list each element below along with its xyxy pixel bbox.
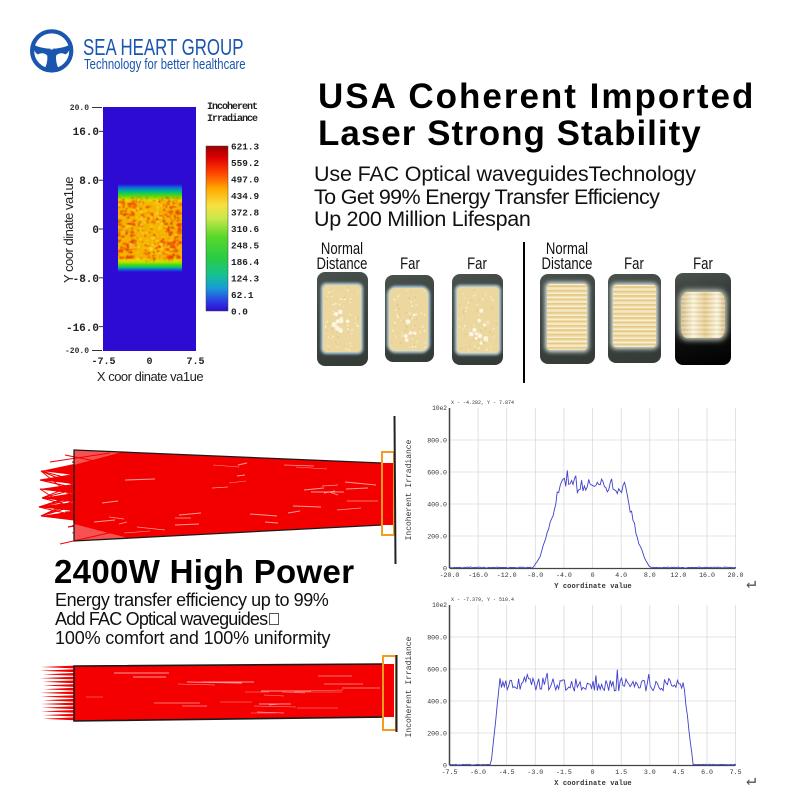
- svg-text:Incoherent Irradiance: Incoherent Irradiance: [405, 439, 414, 540]
- svg-text:200.0: 200.0: [427, 534, 447, 541]
- svg-text:X coordinate value: X coordinate value: [554, 780, 631, 788]
- svg-text:800.0: 800.0: [427, 438, 447, 445]
- svg-text:8.0: 8.0: [79, 176, 99, 188]
- svg-text:16.0: 16.0: [699, 572, 715, 579]
- svg-text:-1.5: -1.5: [556, 769, 572, 776]
- svg-text:-4.0: -4.0: [556, 572, 572, 579]
- svg-text:0: 0: [146, 357, 152, 368]
- svg-text:Irradiance: Irradiance: [207, 113, 258, 125]
- svg-text:0: 0: [443, 566, 447, 573]
- svg-text:248.5: 248.5: [231, 241, 260, 252]
- svg-text:20.0: 20.0: [70, 104, 89, 113]
- svg-text:434.9: 434.9: [231, 191, 260, 202]
- svg-text:16.0: 16.0: [73, 127, 99, 139]
- svg-text:X - -4.282, Y - 7.874: X - -4.282, Y - 7.874: [451, 400, 514, 406]
- svg-text:800.0: 800.0: [427, 635, 447, 642]
- svg-text:0: 0: [591, 572, 595, 579]
- svg-text:4.0: 4.0: [615, 572, 627, 579]
- svg-text:12.0: 12.0: [670, 572, 686, 579]
- svg-text:-7.5: -7.5: [91, 357, 115, 368]
- svg-text:7.5: 7.5: [186, 357, 204, 368]
- svg-text:Incoherent: Incoherent: [207, 101, 258, 113]
- svg-text:X - -7.379, Y - 510.4: X - -7.379, Y - 510.4: [451, 597, 514, 603]
- svg-text:600.0: 600.0: [427, 470, 447, 477]
- svg-text:559.2: 559.2: [231, 158, 260, 169]
- svg-text:-7.5: -7.5: [442, 769, 458, 776]
- svg-text:↵: ↵: [746, 575, 756, 593]
- svg-text:-6.0: -6.0: [470, 769, 486, 776]
- svg-text:7.5: 7.5: [730, 769, 742, 776]
- svg-text:0: 0: [591, 769, 595, 776]
- svg-text:0.0: 0.0: [231, 307, 248, 318]
- svg-text:-8.0: -8.0: [527, 572, 543, 579]
- svg-text:621.3: 621.3: [231, 142, 260, 153]
- svg-text:-8.0: -8.0: [73, 274, 99, 286]
- svg-text:200.0: 200.0: [427, 731, 447, 738]
- svg-text:X coor dinate va1ue: X coor dinate va1ue: [97, 369, 203, 384]
- svg-text:600.0: 600.0: [427, 667, 447, 674]
- svg-text:10e2: 10e2: [432, 602, 447, 609]
- svg-text:8.0: 8.0: [644, 572, 656, 579]
- svg-text:-12.0: -12.0: [497, 572, 517, 579]
- svg-text:4.5: 4.5: [672, 769, 684, 776]
- svg-text:Incoherent Irradiance: Incoherent Irradiance: [405, 636, 414, 737]
- svg-text:20.0: 20.0: [728, 572, 744, 579]
- svg-text:400.0: 400.0: [427, 502, 447, 509]
- svg-text:497.0: 497.0: [231, 175, 260, 186]
- svg-text:372.8: 372.8: [231, 208, 260, 219]
- svg-text:62.1: 62.1: [231, 290, 254, 301]
- svg-text:3.0: 3.0: [644, 769, 656, 776]
- svg-text:186.4: 186.4: [231, 257, 260, 268]
- svg-text:10e2: 10e2: [432, 405, 447, 412]
- svg-text:-16.0: -16.0: [66, 323, 99, 335]
- svg-text:-3.0: -3.0: [527, 769, 543, 776]
- svg-text:Y coor dinate va1ue: Y coor dinate va1ue: [61, 177, 76, 283]
- svg-text:-4.5: -4.5: [499, 769, 515, 776]
- svg-text:-20.0: -20.0: [65, 347, 89, 356]
- svg-text:0: 0: [443, 763, 447, 770]
- svg-text:310.6: 310.6: [231, 224, 260, 235]
- svg-text:6.0: 6.0: [701, 769, 713, 776]
- svg-text:-16.0: -16.0: [468, 572, 488, 579]
- svg-text:-20.0: -20.0: [440, 572, 460, 579]
- svg-text:1.5: 1.5: [615, 769, 627, 776]
- svg-text:Y coordinate value: Y coordinate value: [554, 583, 631, 591]
- svg-text:400.0: 400.0: [427, 699, 447, 706]
- svg-text:0: 0: [92, 225, 99, 237]
- svg-text:124.3: 124.3: [231, 274, 260, 285]
- svg-text:↵: ↵: [746, 772, 756, 791]
